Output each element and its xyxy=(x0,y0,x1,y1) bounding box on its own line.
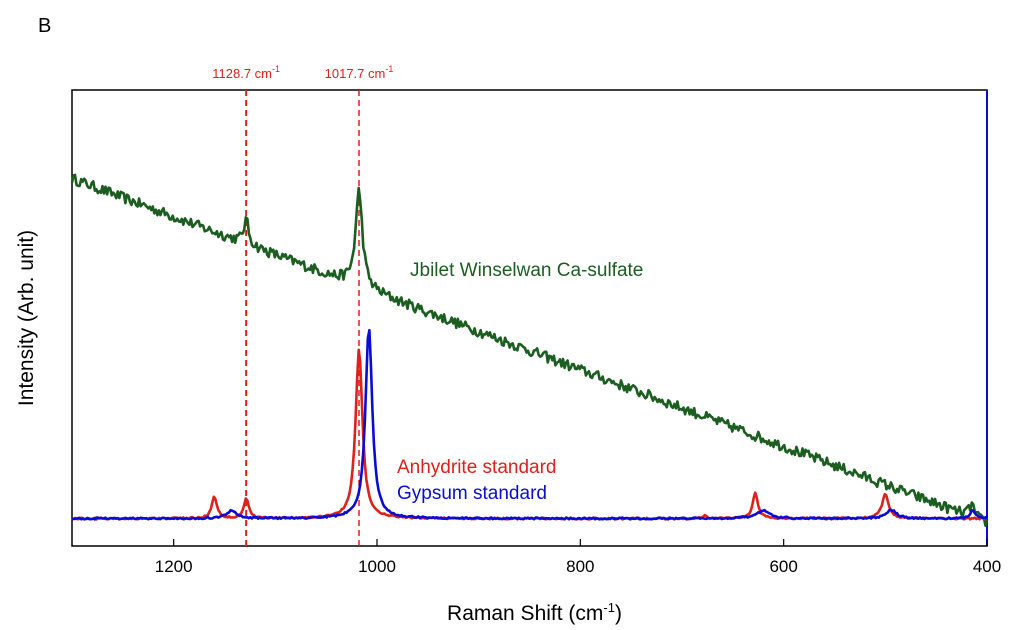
x-axis-title: Raman Shift (cm-1) xyxy=(447,600,622,625)
series-label: Jbilet Winselwan Ca-sulfate xyxy=(410,260,643,281)
x-tick-label: 1200 xyxy=(155,557,193,576)
series-line xyxy=(71,328,988,521)
series-label: Gypsum standard xyxy=(397,483,547,504)
reference-line-label: 1128.7 cm-1 xyxy=(212,64,280,81)
series-line xyxy=(70,173,989,528)
x-tick-label: 800 xyxy=(566,557,594,576)
panel-label: B xyxy=(38,15,51,37)
x-tick-label: 600 xyxy=(769,557,797,576)
series-label: Anhydrite standard xyxy=(397,457,557,478)
y-axis-title: Intensity (Arb. unit) xyxy=(15,230,38,406)
x-tick-label: 1000 xyxy=(358,557,396,576)
reference-line-label: 1017.7 cm-1 xyxy=(325,64,394,81)
x-tick-label: 400 xyxy=(973,557,1001,576)
